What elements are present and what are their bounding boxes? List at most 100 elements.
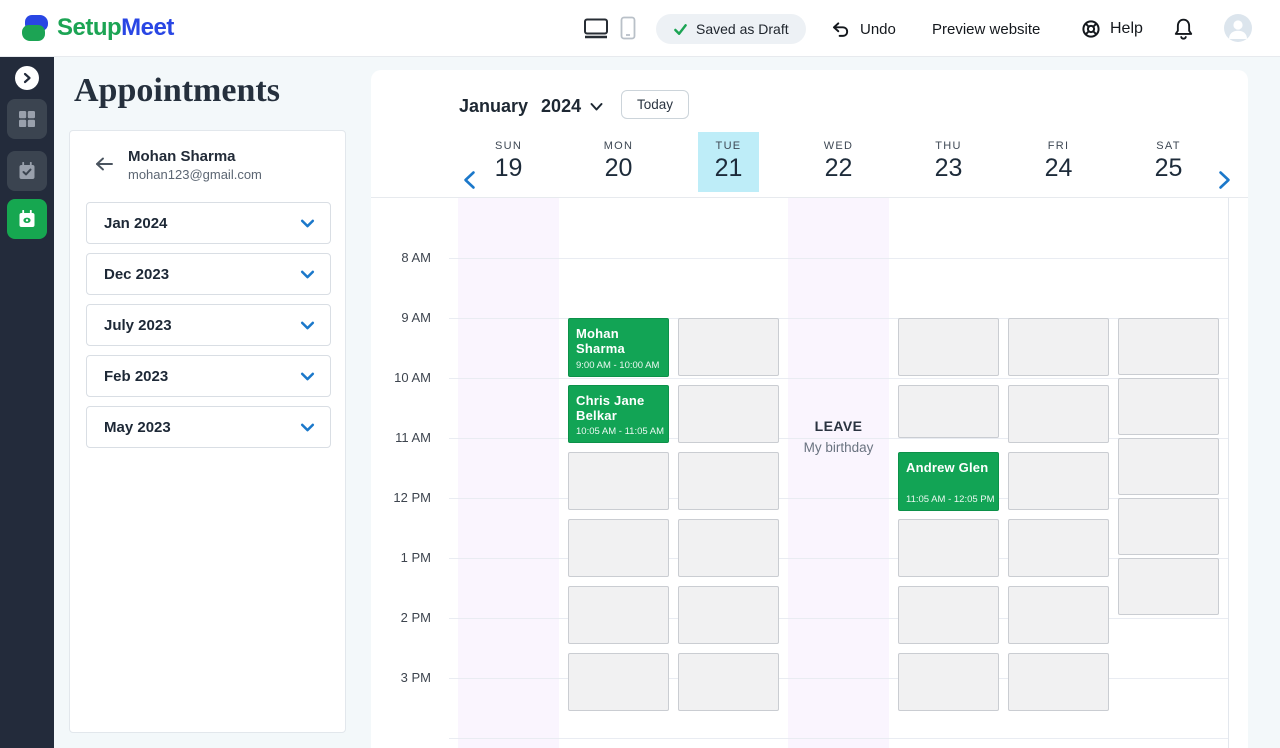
appointment-slot-anonymous[interactable] bbox=[1008, 519, 1109, 577]
logo-icon bbox=[22, 15, 48, 41]
expand-sidebar-button[interactable] bbox=[15, 66, 39, 90]
chevron-down-icon bbox=[300, 372, 315, 380]
hour-gridline bbox=[449, 318, 1228, 319]
time-label: 10 AM bbox=[394, 370, 431, 385]
time-label: 9 AM bbox=[401, 310, 431, 325]
chevron-down-icon bbox=[300, 270, 315, 278]
appointment-slot-anonymous[interactable] bbox=[898, 385, 999, 438]
mobile-view-icon[interactable] bbox=[620, 16, 636, 40]
logo-text: Setup Meet bbox=[57, 14, 174, 42]
month-accordion-item[interactable]: Dec 2023 bbox=[86, 253, 331, 295]
day-of-week: SAT bbox=[1156, 140, 1181, 152]
time-label: 11 AM bbox=[395, 430, 431, 445]
day-date: 23 bbox=[934, 154, 963, 182]
help-button[interactable]: Help bbox=[1080, 14, 1143, 44]
appointment-slot-anonymous[interactable] bbox=[898, 586, 999, 644]
day-column-sat bbox=[1118, 198, 1219, 748]
chevron-left-icon bbox=[464, 171, 475, 189]
day-header-cell-tue[interactable]: TUE 21 bbox=[698, 132, 759, 192]
preview-website-button[interactable]: Preview website bbox=[932, 21, 1041, 38]
client-email: mohan123@gmail.com bbox=[128, 167, 262, 182]
app-logo[interactable]: Setup Meet bbox=[22, 14, 174, 42]
day-header-cell-wed[interactable]: WED 22 bbox=[808, 132, 869, 192]
day-of-week: WED bbox=[823, 140, 854, 152]
grid-content-layer: 8 AM 9 AM 10 AM 11 AM 12 PM 1 PM 2 PM 3 PM Moha… bbox=[371, 198, 1248, 748]
appointment-slot-anonymous[interactable] bbox=[1008, 385, 1109, 443]
sidebar-item-bookings[interactable] bbox=[7, 151, 47, 191]
chevron-down-icon bbox=[300, 321, 315, 329]
hour-gridline bbox=[449, 738, 1228, 739]
appointment-name: Andrew Glen bbox=[906, 460, 989, 475]
month-year-dropdown[interactable]: January 2024 bbox=[459, 96, 603, 117]
appointment-slot-anonymous[interactable] bbox=[1008, 452, 1109, 510]
back-arrow-icon bbox=[96, 157, 113, 171]
chevron-right-icon bbox=[1219, 171, 1230, 189]
appointment-slot-anonymous[interactable] bbox=[898, 519, 999, 577]
day-of-week: FRI bbox=[1047, 140, 1070, 152]
appointment-slot-anonymous[interactable] bbox=[1118, 558, 1219, 615]
appointment-name: Mohan Sharma bbox=[576, 326, 625, 357]
appointment-slot-anonymous[interactable] bbox=[1008, 653, 1109, 711]
year-label: 2024 bbox=[541, 96, 582, 116]
hour-gridline bbox=[449, 558, 1228, 559]
sidebar-item-dashboard[interactable] bbox=[7, 99, 47, 139]
day-of-week: TUE bbox=[715, 140, 742, 152]
logo-text-setup: Setup bbox=[57, 14, 122, 41]
user-avatar[interactable] bbox=[1224, 14, 1252, 42]
appointment-slot-anonymous[interactable] bbox=[678, 653, 779, 711]
previous-week-button[interactable] bbox=[459, 168, 483, 192]
appointment-slot-anonymous[interactable] bbox=[1008, 318, 1109, 376]
time-label: 2 PM bbox=[400, 610, 431, 625]
logo-text-meet: Meet bbox=[121, 14, 174, 41]
day-of-week: SUN bbox=[494, 140, 523, 152]
day-header-cell-sat[interactable]: SAT 25 bbox=[1138, 132, 1199, 192]
saved-as-draft-label: Saved as Draft bbox=[696, 21, 789, 37]
day-header-cell-mon[interactable]: MON 20 bbox=[588, 132, 649, 192]
month-accordion-item[interactable]: Jan 2024 bbox=[86, 202, 331, 244]
appointment-slot-anonymous[interactable] bbox=[568, 653, 669, 711]
appointment-slot-anonymous[interactable] bbox=[678, 452, 779, 510]
time-label: 8 AM bbox=[401, 250, 431, 265]
appointment-slot-anonymous[interactable] bbox=[898, 653, 999, 711]
notifications-button[interactable] bbox=[1172, 17, 1195, 46]
undo-label: Undo bbox=[860, 20, 896, 38]
month-accordion-item[interactable]: Feb 2023 bbox=[86, 355, 331, 397]
appointment-event[interactable]: Mohan Sharma 9:00 AM - 10:00 AM bbox=[568, 318, 669, 377]
day-of-week: MON bbox=[603, 140, 634, 152]
help-label: Help bbox=[1110, 20, 1143, 37]
appointment-slot-anonymous[interactable] bbox=[568, 452, 669, 510]
appointment-slot-anonymous[interactable] bbox=[1118, 378, 1219, 435]
day-column-sun bbox=[458, 198, 559, 748]
month-accordion-item[interactable]: July 2023 bbox=[86, 304, 331, 346]
day-header-cell-thu[interactable]: THU 23 bbox=[918, 132, 979, 192]
appointment-slot-anonymous[interactable] bbox=[678, 519, 779, 577]
sidebar-item-appointments-active[interactable] bbox=[7, 199, 47, 239]
appointment-slot-anonymous[interactable] bbox=[1118, 438, 1219, 495]
appointment-slot-anonymous[interactable] bbox=[568, 586, 669, 644]
chevron-down-icon bbox=[300, 219, 315, 227]
appointment-event[interactable]: Chris Jane Belkar 10:05 AM - 11:05 AM bbox=[568, 385, 669, 443]
month-accordion-item[interactable]: May 2023 bbox=[86, 406, 331, 448]
desktop-view-icon[interactable] bbox=[583, 17, 609, 40]
calendar-eye-icon bbox=[19, 209, 35, 227]
back-button[interactable] bbox=[94, 156, 114, 177]
undo-button[interactable]: Undo bbox=[830, 13, 896, 45]
appointment-slot-anonymous[interactable] bbox=[568, 519, 669, 577]
day-header-cell-fri[interactable]: FRI 24 bbox=[1028, 132, 1089, 192]
bell-icon bbox=[1174, 18, 1193, 40]
day-date: 22 bbox=[824, 154, 853, 182]
appointment-event[interactable]: Andrew Glen 11:05 AM - 12:05 PM bbox=[898, 452, 999, 511]
appointment-slot-anonymous[interactable] bbox=[678, 385, 779, 443]
day-of-week: THU bbox=[935, 140, 962, 152]
next-week-button[interactable] bbox=[1211, 168, 1235, 192]
appointment-slot-anonymous[interactable] bbox=[678, 586, 779, 644]
appointment-slot-anonymous[interactable] bbox=[678, 318, 779, 376]
day-header-cell-sun[interactable]: SUN 19 bbox=[478, 132, 539, 192]
time-label: 3 PM bbox=[400, 670, 431, 685]
appointment-slot-anonymous[interactable] bbox=[1118, 318, 1219, 375]
today-button[interactable]: Today bbox=[621, 90, 689, 119]
appointment-slot-anonymous[interactable] bbox=[898, 318, 999, 376]
chevron-down-icon bbox=[590, 102, 603, 110]
appointment-slot-anonymous[interactable] bbox=[1008, 586, 1109, 644]
appointment-slot-anonymous[interactable] bbox=[1118, 498, 1219, 555]
